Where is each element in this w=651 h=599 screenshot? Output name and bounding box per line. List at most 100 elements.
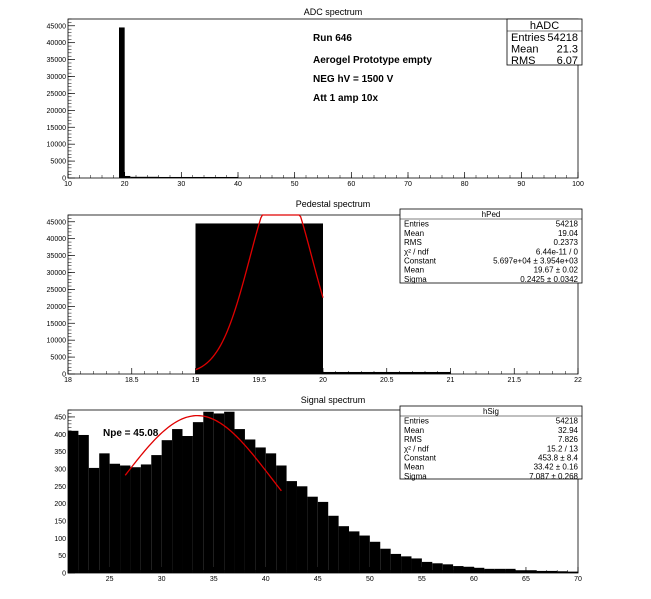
adc-ytick-label: 10000 xyxy=(47,142,67,149)
ped-ytick-label: 35000 xyxy=(47,253,67,260)
sig-xtick-label: 25 xyxy=(106,576,114,583)
sig-stats-label: Entries xyxy=(404,417,429,426)
sig-stats-name: hSig xyxy=(483,407,499,416)
sig-ytick-label: 400 xyxy=(54,432,66,439)
ped-ytick-label: 30000 xyxy=(47,270,67,277)
sig-stats-value: 453.8 ± 8.4 xyxy=(538,454,579,463)
adc-bar xyxy=(119,27,125,179)
sig-bar xyxy=(224,411,235,573)
sig-bar xyxy=(525,570,537,573)
sig-bar xyxy=(442,564,454,573)
adc-stats-label: RMS xyxy=(511,55,535,67)
adc-xtick-label: 70 xyxy=(404,181,412,188)
sig-xtick-label: 60 xyxy=(470,576,478,583)
sig-fit-curve xyxy=(124,414,282,492)
adc-xtick-label: 20 xyxy=(121,181,129,188)
sig-ytick-label: 450 xyxy=(54,414,66,421)
sig-ytick-label: 0 xyxy=(62,571,66,578)
sig-ytick-label: 250 xyxy=(54,484,66,491)
adc-annotation: Run 646 xyxy=(313,33,352,44)
adc-xtick-label: 50 xyxy=(291,181,299,188)
sig-stats-value: 7.826 xyxy=(558,435,579,444)
ped-stats-value: 19.04 xyxy=(558,229,579,238)
adc-xtick-label: 100 xyxy=(572,181,584,188)
adc-stats-name: hADC xyxy=(530,20,559,32)
sig-stats-label: Mean xyxy=(404,426,424,435)
ped-xtick-label: 21.5 xyxy=(507,377,521,384)
sig-annotation-npe: Npe = 45.08 xyxy=(103,428,159,439)
sig-bar xyxy=(296,486,308,573)
sig-bar xyxy=(317,501,329,573)
ped-ytick-label: 25000 xyxy=(47,287,67,294)
sig-bar xyxy=(421,561,433,573)
sig-stats-label: Constant xyxy=(404,454,437,463)
ped-bar xyxy=(195,223,323,374)
ped-stats-value: 0.2373 xyxy=(554,238,579,247)
adc-ytick-label: 35000 xyxy=(47,57,67,64)
ped-xtick-label: 22 xyxy=(574,377,582,384)
sig-bar xyxy=(463,566,474,573)
ped-stats-label: Mean xyxy=(404,266,424,275)
sig-ytick-label: 50 xyxy=(58,553,66,560)
sig-bar xyxy=(505,568,516,573)
sig-bar xyxy=(182,436,193,573)
adc-bar xyxy=(124,175,131,178)
ped-ytick-label: 5000 xyxy=(50,355,66,362)
ped-xtick-label: 20.5 xyxy=(380,377,394,384)
sig-stats-value: 54218 xyxy=(556,417,579,426)
sig-bar xyxy=(203,411,214,573)
ped-ytick-label: 40000 xyxy=(47,236,67,243)
sig-bar xyxy=(453,566,464,573)
sig-title: Signal spectrum xyxy=(301,395,366,405)
sig-bar xyxy=(192,422,204,573)
sig-bar xyxy=(359,535,370,573)
sig-bar xyxy=(78,434,89,573)
sig-xtick-label: 30 xyxy=(158,576,166,583)
sig-bar xyxy=(276,465,287,573)
sig-xtick-label: 35 xyxy=(210,576,218,583)
adc-ytick-label: 40000 xyxy=(47,40,67,47)
sig-bar xyxy=(349,531,360,573)
sig-bar xyxy=(120,465,131,573)
sig-bar xyxy=(390,553,402,573)
sig-stats-value: 7.087 ± 0.268 xyxy=(529,472,578,481)
ped-ytick-label: 15000 xyxy=(47,321,67,328)
sig-bar xyxy=(109,463,121,573)
sig-stats-label: Sigma xyxy=(404,472,427,481)
adc-annotation: Att 1 amp 10x xyxy=(313,93,378,104)
adc-ytick-label: 25000 xyxy=(47,91,67,98)
sig-stats-box xyxy=(399,405,583,480)
adc-ytick-label: 45000 xyxy=(47,23,67,30)
adc-ytick-label: 0 xyxy=(62,176,66,183)
ped-stats-label: Constant xyxy=(404,257,437,266)
adc-xtick-label: 60 xyxy=(347,181,355,188)
adc-xtick-label: 90 xyxy=(517,181,525,188)
sig-bar xyxy=(68,430,79,573)
ped-stats-label: χ² / ndf xyxy=(404,247,429,256)
sig-bar xyxy=(151,455,162,573)
adc-annotation: Aerogel Prototype empty xyxy=(313,55,432,66)
sig-bar xyxy=(546,570,558,573)
ped-stats-box xyxy=(399,208,583,284)
adc-annotation: NEG hV = 1500 V xyxy=(313,74,394,85)
ped-fit-curve xyxy=(195,214,324,371)
adc-xtick-label: 80 xyxy=(461,181,469,188)
adc-title: ADC spectrum xyxy=(304,7,363,17)
sig-bar xyxy=(234,429,245,573)
sig-ytick-label: 200 xyxy=(54,501,66,508)
ped-xtick-label: 19 xyxy=(192,377,200,384)
adc-bar xyxy=(130,176,159,178)
ped-stats-value: 0.2425 ± 0.0342 xyxy=(520,275,578,284)
ped-stats-value: 54218 xyxy=(556,220,579,229)
adc-stats-value: 54218 xyxy=(547,32,578,44)
sig-bar xyxy=(99,453,110,573)
ped-stats-label: Entries xyxy=(404,220,429,229)
sig-bar xyxy=(432,563,443,573)
adc-ytick-label: 30000 xyxy=(47,74,67,81)
adc-xtick-label: 10 xyxy=(64,181,72,188)
ped-ytick-label: 45000 xyxy=(47,219,67,226)
sig-ytick-label: 350 xyxy=(54,449,66,456)
sig-bar xyxy=(244,439,256,573)
sig-ytick-label: 150 xyxy=(54,518,66,525)
adc-ytick-label: 5000 xyxy=(50,159,66,166)
